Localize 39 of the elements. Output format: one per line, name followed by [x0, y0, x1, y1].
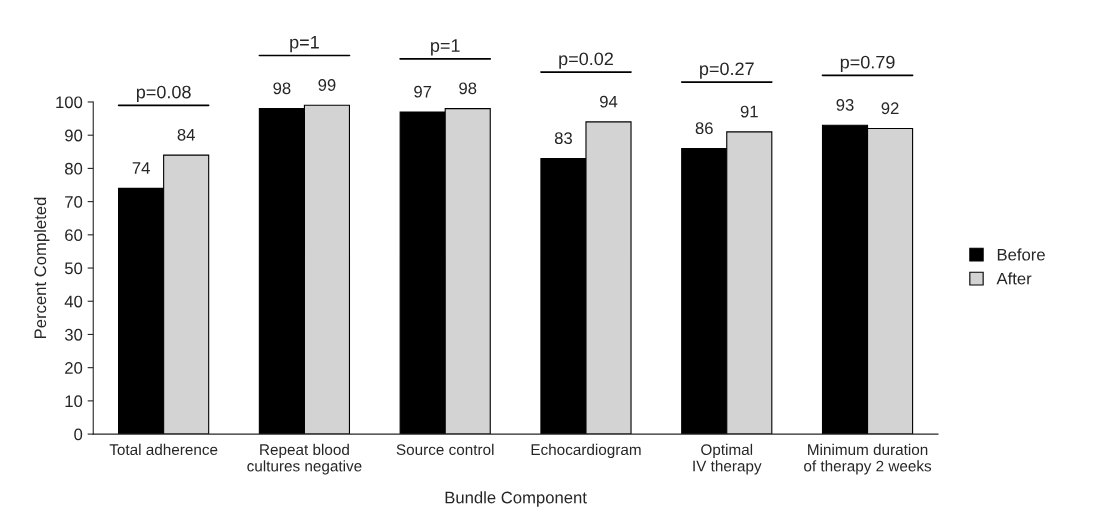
text: p=1	[431, 39, 460, 56]
data-label: 99	[318, 79, 336, 91]
annotation: p=0.08	[136, 85, 191, 102]
y-axis-title: Percent Completed	[33, 197, 50, 338]
text: p=0.79	[840, 55, 895, 73]
x-tick-label: Echocardiogram	[531, 443, 641, 459]
y-tick-label: 80	[65, 162, 83, 175]
text: p=1	[290, 36, 319, 53]
data-label: 93	[836, 99, 854, 111]
legend-label: Before	[997, 248, 1045, 261]
data-label: 98	[273, 82, 291, 95]
data-label: 92	[881, 102, 899, 115]
data-label: 91	[740, 105, 758, 118]
x-tick-label: Repeat blood cultures negative	[247, 443, 362, 475]
data-label: 74	[132, 162, 150, 174]
data-label: 83	[554, 132, 572, 145]
y-tick-label: 100	[56, 96, 83, 109]
data-label: 86	[695, 122, 713, 135]
y-tick-label: 60	[65, 229, 83, 242]
data-label: 98	[459, 82, 477, 95]
y-tick-label: 20	[65, 362, 83, 374]
data-label: 97	[414, 85, 432, 98]
x-tick-label: Minimum duration of therapy 2 weeks	[804, 443, 932, 475]
y-tick-label: 40	[64, 295, 83, 308]
legend-label: After	[996, 272, 1032, 285]
y-tick-label: 50	[64, 262, 83, 275]
data-label: 84	[177, 128, 195, 141]
x-tick-label: Optimal IV therapy	[693, 443, 762, 475]
y-tick-label: 30	[64, 328, 83, 341]
text: p=0.27	[700, 62, 754, 79]
x-axis-title: Bundle Component	[445, 491, 587, 507]
data-label: 94	[600, 95, 618, 108]
x-tick-label: Total adherence	[109, 443, 218, 456]
y-tick-label: 10	[65, 395, 83, 408]
y-tick-label: 0	[74, 428, 83, 441]
y-tick-label: 70	[65, 196, 83, 208]
text: p=0.02	[559, 52, 613, 69]
y-tick-label: 90	[65, 129, 83, 142]
x-tick-label: Source control	[396, 443, 494, 456]
